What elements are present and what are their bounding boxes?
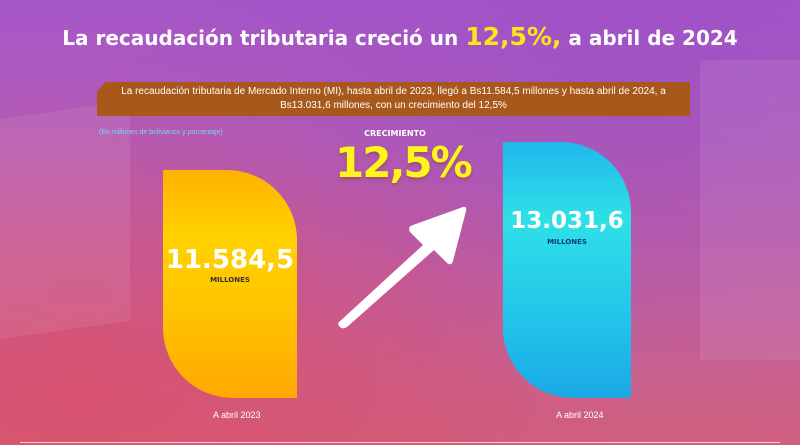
category-label-2024: A abril 2024: [556, 410, 604, 420]
bar-2024: 13.031,6 MILLONES: [503, 142, 631, 398]
bar-value-2024: 13.031,6: [510, 208, 624, 234]
bar-value-2023: 11.584,5: [165, 245, 295, 276]
growth-label: CRECIMIENTO: [364, 129, 426, 138]
background-photo-wall: [700, 60, 800, 360]
page-title: La recaudación tributaria creció un 12,5…: [0, 22, 800, 51]
bar-unit-2023: MILLONES: [210, 276, 250, 285]
bar-unit-2024: MILLONES: [547, 238, 587, 246]
units-note: (En millones de bolivianos y porcentaje): [99, 129, 223, 136]
title-text: La recaudación tributaria creció un: [62, 26, 466, 50]
title-text-end: a abril de 2024: [561, 26, 738, 50]
divider: [20, 442, 780, 443]
summary-banner: La recaudación tributaria de Mercado Int…: [97, 82, 690, 116]
category-label-2023: A abril 2023: [213, 410, 261, 420]
title-highlight: 12,5%,: [465, 22, 562, 51]
bar-2023: 11.584,5 MILLONES: [163, 170, 297, 398]
growth-value: 12,5%: [335, 138, 473, 187]
growth-arrow-icon: [338, 206, 467, 329]
background-photo-sign: [0, 100, 130, 340]
